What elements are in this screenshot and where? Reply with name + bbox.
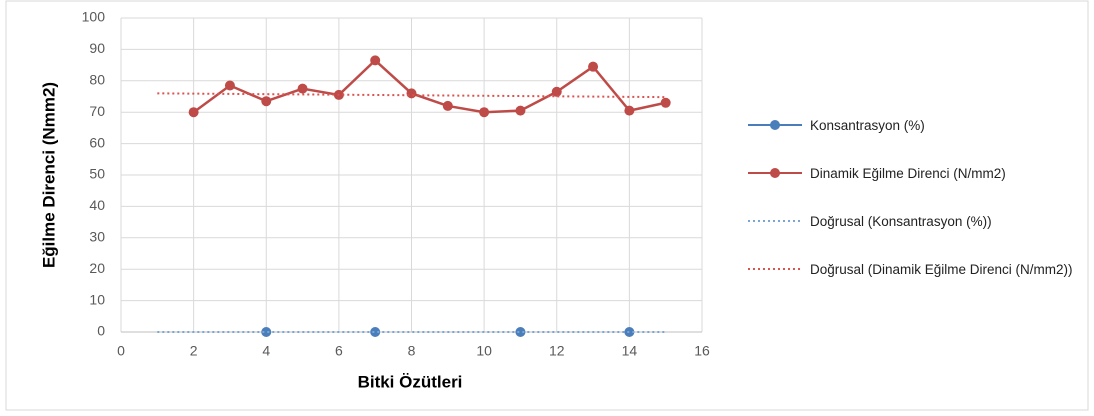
marker <box>224 80 235 91</box>
x-tick-label: 14 <box>622 343 638 359</box>
y-tick-label: 100 <box>82 9 106 25</box>
legend-item: Dinamik Eğilme Direnci (N/mm2) <box>748 160 1088 208</box>
marker <box>551 86 562 97</box>
x-tick-label: 16 <box>694 343 710 359</box>
x-tick-label: 0 <box>117 343 125 359</box>
marker <box>261 96 272 107</box>
x-tick-label: 10 <box>476 343 492 359</box>
legend-label: Konsantrasyon (%) <box>810 118 925 133</box>
y-tick-label: 90 <box>89 40 105 56</box>
marker <box>370 55 381 66</box>
y-tick-label: 40 <box>89 197 105 213</box>
x-tick-label: 6 <box>335 343 343 359</box>
legend-item: Konsantrasyon (%) <box>748 112 1088 160</box>
legend-swatch <box>748 220 802 222</box>
y-tick-label: 60 <box>89 134 105 150</box>
y-tick-label: 70 <box>89 103 105 119</box>
legend-swatch <box>748 120 802 130</box>
chart-frame <box>5 0 1089 411</box>
marker <box>515 327 526 337</box>
y-tick-label: 80 <box>89 72 105 88</box>
legend-swatch <box>748 168 802 178</box>
marker <box>588 61 599 72</box>
series-line <box>192 58 666 114</box>
y-tick-label: 0 <box>97 323 105 339</box>
x-tick-label: 4 <box>262 343 270 359</box>
marker <box>406 88 417 99</box>
legend-marker <box>770 120 780 130</box>
legend-label: Doğrusal (Konsantrasyon (%)) <box>810 214 992 229</box>
x-tick-label: 2 <box>190 343 198 359</box>
y-tick-label: 30 <box>89 229 105 245</box>
legend-item: Doğrusal (Dinamik Eğilme Direnci (N/mm2)… <box>748 256 1088 304</box>
marker <box>515 105 526 116</box>
marker <box>188 107 199 118</box>
y-axis-title: Eğilme Direnci (Nmm2) <box>39 82 58 268</box>
marker <box>479 107 490 118</box>
y-tick-label: 50 <box>89 166 105 182</box>
x-tick-label: 12 <box>549 343 565 359</box>
legend: Konsantrasyon (%) Dinamik Eğilme Direnci … <box>748 112 1088 304</box>
y-tick-label: 20 <box>89 260 105 276</box>
marker <box>442 100 453 111</box>
legend-item: Doğrusal (Konsantrasyon (%)) <box>748 208 1088 256</box>
marker <box>624 105 635 116</box>
legend-marker <box>770 168 780 178</box>
legend-swatch <box>748 268 802 270</box>
x-axis-title: Bitki Özütleri <box>358 372 463 391</box>
legend-label: Dinamik Eğilme Direnci (N/mm2) <box>810 166 1006 181</box>
legend-label: Doğrusal (Dinamik Eğilme Direnci (N/mm2)… <box>810 262 1073 277</box>
y-tick-label: 10 <box>89 291 105 307</box>
marker <box>660 97 671 108</box>
marker <box>297 83 308 94</box>
x-tick-label: 8 <box>408 343 416 359</box>
marker <box>261 327 272 337</box>
marker <box>370 327 381 337</box>
marker <box>624 327 635 337</box>
